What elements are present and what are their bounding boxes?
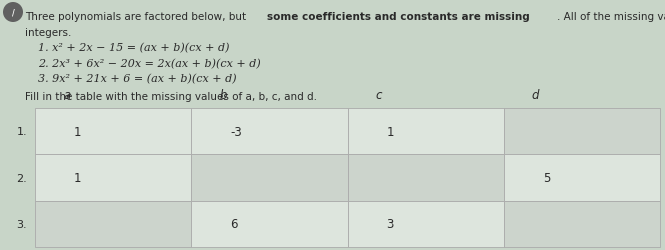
Text: a: a [63,89,70,102]
Text: . All of the missing values of a, b, c,  and d are: . All of the missing values of a, b, c, … [557,12,665,22]
Bar [35,108,192,155]
Bar [504,155,660,201]
Text: 3.: 3. [17,219,27,229]
Bar [348,108,504,155]
Bar [348,155,504,201]
Circle shape [3,3,23,23]
Bar [35,201,192,247]
Text: 2.: 2. [16,173,27,183]
Text: b: b [219,89,227,102]
Bar [192,155,348,201]
Text: Fill in the table with the missing values of a, b, c, and d.: Fill in the table with the missing value… [25,92,317,102]
Text: 2. 2x³ + 6x² − 20x = 2x(ax + b)(cx + d): 2. 2x³ + 6x² − 20x = 2x(ax + b)(cx + d) [38,58,261,68]
Text: 1. x² + 2x − 15 = (ax + b)(cx + d): 1. x² + 2x − 15 = (ax + b)(cx + d) [38,43,229,53]
Bar [35,155,192,201]
Bar [192,201,348,247]
Text: 3: 3 [386,218,394,230]
Text: 1: 1 [386,125,394,138]
Bar [348,201,504,247]
Text: integers.: integers. [25,28,71,38]
Text: 3. 9x² + 21x + 6 = (ax + b)(cx + d): 3. 9x² + 21x + 6 = (ax + b)(cx + d) [38,74,237,84]
Text: d: d [532,89,539,102]
Text: -3: -3 [230,125,242,138]
Text: 6: 6 [230,218,238,230]
Text: /: / [11,8,15,18]
Text: 1: 1 [74,125,82,138]
Text: Three polynomials are factored below, but: Three polynomials are factored below, bu… [25,12,249,22]
Text: c: c [376,89,382,102]
Text: 5: 5 [543,171,550,184]
Bar [504,201,660,247]
Text: 1.: 1. [17,127,27,136]
Text: some coefficients and constants are missing: some coefficients and constants are miss… [267,12,530,22]
Bar [192,108,348,155]
Bar [504,108,660,155]
Text: 1: 1 [74,171,82,184]
